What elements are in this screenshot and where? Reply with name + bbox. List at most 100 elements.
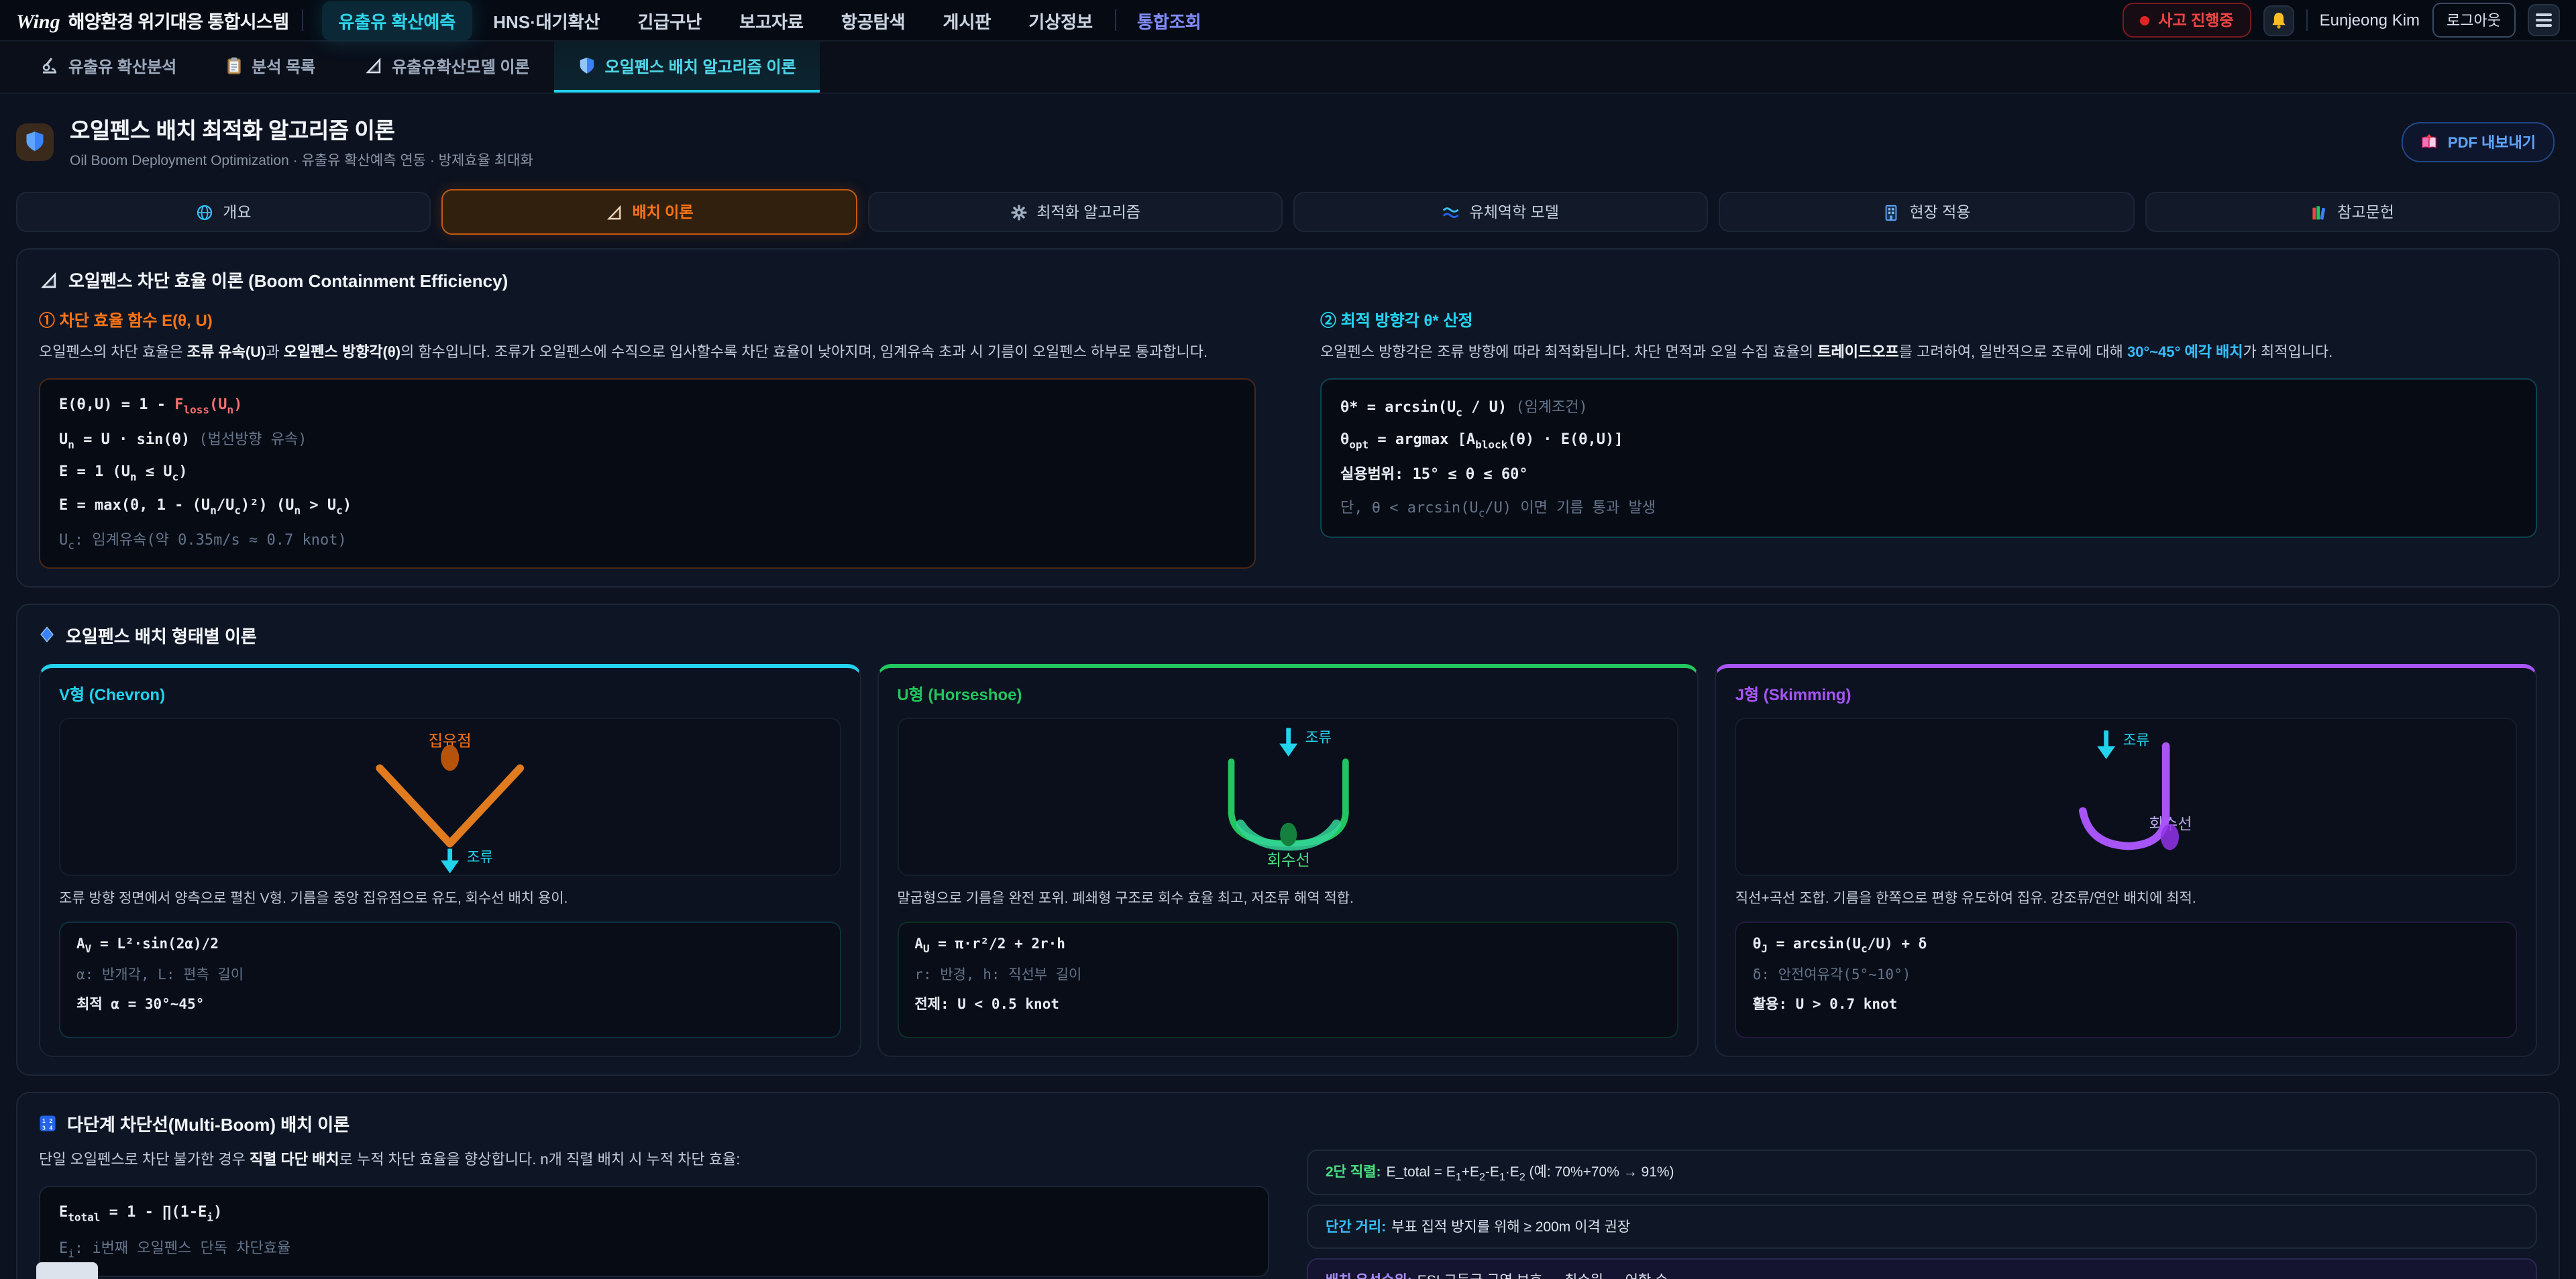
containment-left-heading: ① 차단 효율 함수 E(θ, U) bbox=[39, 311, 213, 330]
note-text: ESI 고등급 구역 보호 → 취수원 → 어항 순 bbox=[1417, 1274, 1668, 1279]
triangle-ruler-icon bbox=[366, 57, 381, 74]
section-tab-overview[interactable]: 개요 bbox=[16, 192, 431, 232]
chevron-diagram: 집유점 조류 bbox=[59, 717, 841, 876]
tab-label: 유출유 확산분석 bbox=[68, 57, 177, 76]
incident-status-badge[interactable]: 사고 진행중 bbox=[2122, 3, 2251, 38]
multiboom-left-column: 단일 오일펜스로 차단 불가한 경우 직렬 다단 배치로 누적 차단 효율을 향… bbox=[39, 1150, 1269, 1277]
note-priority: 배치 우선순위: ESI 고등급 구역 보호 → 취수원 → 어항 순 bbox=[1307, 1258, 2537, 1279]
formula-line: E = 1 (Un ≤ Uc) bbox=[59, 463, 188, 484]
logo-wing-mark: Wing bbox=[16, 11, 60, 33]
section-tab-label: 개요 bbox=[223, 205, 252, 221]
recovery-dot bbox=[1279, 822, 1297, 846]
section-tab-hydrodynamics[interactable]: 유체역학 모델 bbox=[1293, 192, 1709, 232]
tab-analysis-list[interactable]: 분석 목록 bbox=[201, 42, 339, 93]
divider bbox=[2306, 9, 2308, 31]
section-tab-label: 참고문헌 bbox=[2337, 205, 2394, 221]
formula-line: E = max(0, 1 - (Un/Uc)²) (Un > Uc) bbox=[59, 496, 352, 516]
diamond-icon bbox=[40, 627, 54, 643]
tab-label: 오일펜스 배치 알고리즘 이론 bbox=[604, 57, 796, 76]
section-title: 오일펜스 배치 형태별 이론 bbox=[66, 626, 257, 647]
sub-tab-bar: 유출유 확산분석 분석 목록 유출유확산모델 이론 bbox=[0, 42, 2576, 94]
bell-icon bbox=[2272, 12, 2286, 28]
shield-icon bbox=[26, 131, 44, 152]
chevron-boom-line bbox=[376, 764, 524, 848]
shape-caption: 직선+곡선 조합. 기름을 한쪽으로 편향 유도하여 집유. 강조류/연안 배치… bbox=[1735, 890, 2196, 907]
main-nav: 유출유 확산예측 HNS·대기확산 긴급구난 보고자료 항공탐색 게시판 기상정… bbox=[322, 1, 1218, 40]
formula-line: Uc: 임계유속(약 0.35m/s ≈ 0.7 knot) bbox=[59, 531, 347, 551]
svg-text:2: 2 bbox=[49, 1117, 52, 1124]
tab-spill-analysis[interactable]: 유출유 확산분석 bbox=[16, 42, 201, 93]
formula-line: r: 반경, h: 직선부 길이 bbox=[914, 967, 1082, 984]
containment-right-column: ② 최적 방향각 θ* 산정 오일펜스 방향각은 조류 방향에 따라 최적화됩니… bbox=[1320, 309, 2537, 569]
nav-item-spill-prediction[interactable]: 유출유 확산예측 bbox=[322, 1, 472, 40]
shape-title: U형 (Horseshoe) bbox=[897, 685, 1022, 704]
tab-boom-algorithm-theory[interactable]: 오일펜스 배치 알고리즘 이론 bbox=[553, 42, 820, 93]
page-subtitle: Oil Boom Deployment Optimization · 유출유 확… bbox=[70, 153, 533, 169]
user-name: Eunjeong Kim bbox=[2319, 11, 2420, 30]
section-title: 다단계 차단선(Multi-Boom) 배치 이론 bbox=[67, 1115, 350, 1135]
nav-item-rescue[interactable]: 긴급구난 bbox=[637, 11, 702, 32]
containment-left-paragraph: 오일펜스의 차단 효율은 조류 유속(U)과 오일펜스 방향각(θ)의 함수입니… bbox=[39, 345, 1208, 361]
nav-item-board[interactable]: 게시판 bbox=[943, 11, 991, 32]
formula-line: Etotal = 1 - ∏(1-Ei) bbox=[59, 1203, 223, 1225]
boom-shape-card-skimming: J형 (Skimming) 조류 회수선 직선+곡선 조합. 기름을 한쪽으로 … bbox=[1715, 663, 2538, 1058]
svg-text:3: 3 bbox=[42, 1125, 46, 1131]
nav-item-weather[interactable]: 기상정보 bbox=[1028, 11, 1093, 32]
shape-formula-box: AV = L²·sin(2α)/2 α: 반개각, L: 편측 길이 최적 α … bbox=[59, 922, 841, 1039]
section-title: 오일펜스 차단 효율 이론 (Boom Containment Efficien… bbox=[68, 271, 508, 291]
formula-line: Ei: i번째 오일펜스 단독 차단효율 bbox=[59, 1239, 291, 1260]
formula-line: 실용범위: 15° ≤ θ ≤ 60° bbox=[1340, 465, 1528, 484]
pdf-export-button[interactable]: PDF 내보내기 bbox=[2402, 121, 2555, 162]
note-spacing: 단간 거리: 부표 집적 방지를 위해 ≥ 200m 이격 권장 bbox=[1307, 1205, 2537, 1249]
formula-line: Un = U · sin(θ) (법선방향 유속) bbox=[59, 431, 307, 451]
formula-line: δ: 안전여유각(5°~10°) bbox=[1752, 967, 1911, 984]
collect-point-dot bbox=[441, 744, 460, 771]
hamburger-menu-button[interactable] bbox=[2528, 4, 2560, 36]
multiboom-paragraph: 단일 오일펜스로 차단 불가한 경우 직렬 다단 배치로 누적 차단 효율을 향… bbox=[39, 1152, 741, 1169]
shape-formula-box: AU = π·r²/2 + 2r·h r: 반경, h: 직선부 길이 전제: … bbox=[897, 922, 1679, 1039]
notifications-button[interactable] bbox=[2263, 5, 2294, 36]
current-label: 조류 bbox=[1305, 730, 1331, 746]
logout-button[interactable]: 로그아웃 bbox=[2432, 3, 2516, 38]
section-tab-label: 현장 적용 bbox=[1909, 205, 1971, 221]
section-tab-field-application[interactable]: 현장 적용 bbox=[1719, 192, 2135, 232]
note-label: 2단 직렬: bbox=[1326, 1164, 1381, 1181]
triangle-ruler-icon bbox=[607, 204, 621, 219]
formula-line: 최적 α = 30°~45° bbox=[76, 997, 205, 1013]
formula-line: α: 반개각, L: 편측 길이 bbox=[76, 967, 244, 984]
multiboom-formula-box: Etotal = 1 - ∏(1-Ei) Ei: i번째 오일펜스 단독 차단효… bbox=[39, 1186, 1269, 1277]
current-arrow-head bbox=[1279, 743, 1297, 757]
page-title-texts: 오일펜스 배치 최적화 알고리즘 이론 Oil Boom Deployment … bbox=[70, 113, 533, 170]
section-tab-deployment-theory[interactable]: 배치 이론 bbox=[441, 189, 857, 235]
nav-item-reports[interactable]: 보고자료 bbox=[739, 11, 804, 32]
page-title-icon-wrap bbox=[16, 123, 54, 160]
section-tab-references[interactable]: 참고문헌 bbox=[2145, 192, 2560, 232]
app-logo[interactable]: Wing 해양환경 위기대응 통합시스템 bbox=[16, 6, 289, 34]
header-right: 사고 진행중 Eunjeong Kim 로그아웃 bbox=[2122, 3, 2560, 38]
note-label: 단간 거리: bbox=[1326, 1219, 1387, 1236]
note-label: 배치 우선순위: bbox=[1326, 1274, 1412, 1279]
current-label: 조류 bbox=[467, 849, 493, 865]
section-tab-label: 유체역학 모델 bbox=[1469, 205, 1559, 221]
containment-right-heading: ② 최적 방향각 θ* 산정 bbox=[1320, 311, 1473, 330]
note-text: E_total = E1+E2-E1·E2 (예: 70%+70% → 91%) bbox=[1386, 1164, 1674, 1184]
microscope-icon bbox=[42, 58, 56, 74]
nav-item-integrated-search[interactable]: 통합조회 bbox=[1137, 11, 1201, 32]
tab-spill-model-theory[interactable]: 유출유확산모델 이론 bbox=[339, 42, 553, 93]
books-icon bbox=[2312, 205, 2326, 219]
building-icon bbox=[1886, 204, 1897, 221]
nav-item-hns[interactable]: HNS·대기확산 bbox=[493, 11, 600, 32]
formula-line: 활용: U > 0.7 knot bbox=[1752, 997, 1898, 1013]
numbers-icon: 1 2 3 4 bbox=[40, 1116, 56, 1132]
section-tab-optimization[interactable]: 최적화 알고리즘 bbox=[867, 192, 1283, 232]
formula-line: AV = L²·sin(2α)/2 bbox=[76, 936, 219, 956]
section-header: 오일펜스 배치 형태별 이론 bbox=[39, 622, 2537, 648]
recovery-dot bbox=[2161, 824, 2180, 850]
boom-shape-card-chevron: V형 (Chevron) 집유점 조류 조류 방향 정면에서 양측으로 펼친 V… bbox=[39, 663, 861, 1058]
divider bbox=[302, 9, 304, 31]
note-two-stage-series: 2단 직렬: E_total = E1+E2-E1·E2 (예: 70%+70% … bbox=[1307, 1150, 2537, 1196]
nav-item-aerial-search[interactable]: 항공탐색 bbox=[841, 11, 906, 32]
incident-badge-label: 사고 진행중 bbox=[2158, 13, 2234, 30]
svg-text:4: 4 bbox=[49, 1125, 52, 1131]
current-arrow-head bbox=[2097, 746, 2116, 759]
